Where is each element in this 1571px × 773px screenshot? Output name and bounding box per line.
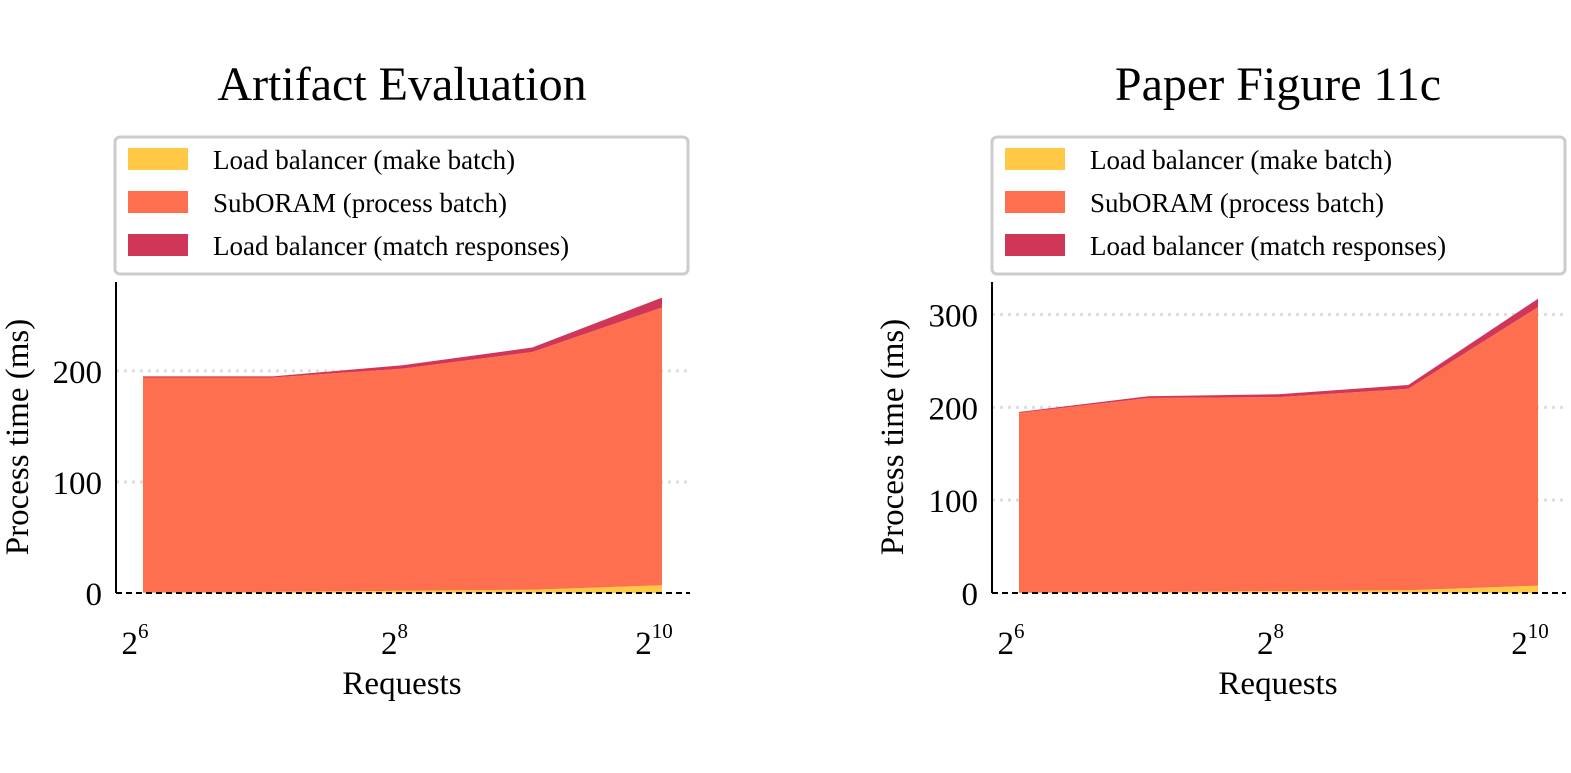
legend-box [113,135,690,276]
x-tick-label: 26 [122,619,149,662]
legend-label: SubORAM (process batch) [1090,188,1384,218]
legend-swatch-make-batch [1005,148,1065,170]
x-tick-base: 2 [635,626,652,662]
area-make-batch [143,585,662,593]
legend-label: Load balancer (make batch) [1090,145,1392,175]
x-tick-label: 26 [998,619,1025,662]
x-tick-base: 2 [998,626,1015,662]
legend-swatch-match-responses [128,234,188,256]
legend-swatch-match-responses [1005,234,1065,256]
legend: Load balancer (make batch) SubORAM (proce… [113,135,690,276]
legend-label: Load balancer (match responses) [1090,231,1446,261]
y-axis-label: Process time (ms) [0,319,36,555]
x-tick-exponent: 8 [398,619,409,643]
area-make-batch [1019,585,1538,593]
y-tick-label: 0 [962,577,979,613]
chart-title: Paper Figure 11c [1115,58,1441,111]
chart-title: Artifact Evaluation [217,58,586,111]
x-tick-exponent: 8 [1274,619,1285,643]
x-tick-exponent: 10 [1528,619,1549,643]
x-tick-label: 28 [1257,619,1284,662]
x-tick-label: 210 [635,619,673,662]
legend-swatch-process-batch [128,191,188,213]
legend-swatch-process-batch [1005,191,1065,213]
y-tick-label: 200 [929,391,979,427]
y-tick-label: 100 [929,484,979,520]
area-process-batch [143,307,662,593]
area-match-responses [143,297,662,378]
y-tick-label: 100 [53,466,103,502]
x-tick-base: 2 [122,626,139,662]
x-tick-base: 2 [381,626,398,662]
y-tick-label: 200 [53,355,103,391]
x-tick-exponent: 6 [138,619,149,643]
legend-label: Load balancer (make batch) [213,145,515,175]
x-tick-base: 2 [1511,626,1528,662]
x-tick-label: 28 [381,619,408,662]
legend-label: SubORAM (process batch) [213,188,507,218]
x-tick-base: 2 [1257,626,1274,662]
legend-swatch-make-batch [128,148,188,170]
area-process-batch [1019,307,1538,593]
y-tick-label: 0 [86,577,103,613]
x-axis-label: Requests [1218,666,1337,702]
legend-label: Load balancer (match responses) [213,231,569,261]
legend: Load balancer (make batch) SubORAM (proce… [990,135,1567,276]
legend-box [990,135,1567,276]
x-tick-label: 210 [1511,619,1549,662]
y-axis-label: Process time (ms) [875,319,911,555]
y-tick-label: 300 [929,298,979,334]
x-tick-exponent: 10 [652,619,673,643]
x-axis-label: Requests [342,666,461,702]
x-tick-exponent: 6 [1014,619,1025,643]
